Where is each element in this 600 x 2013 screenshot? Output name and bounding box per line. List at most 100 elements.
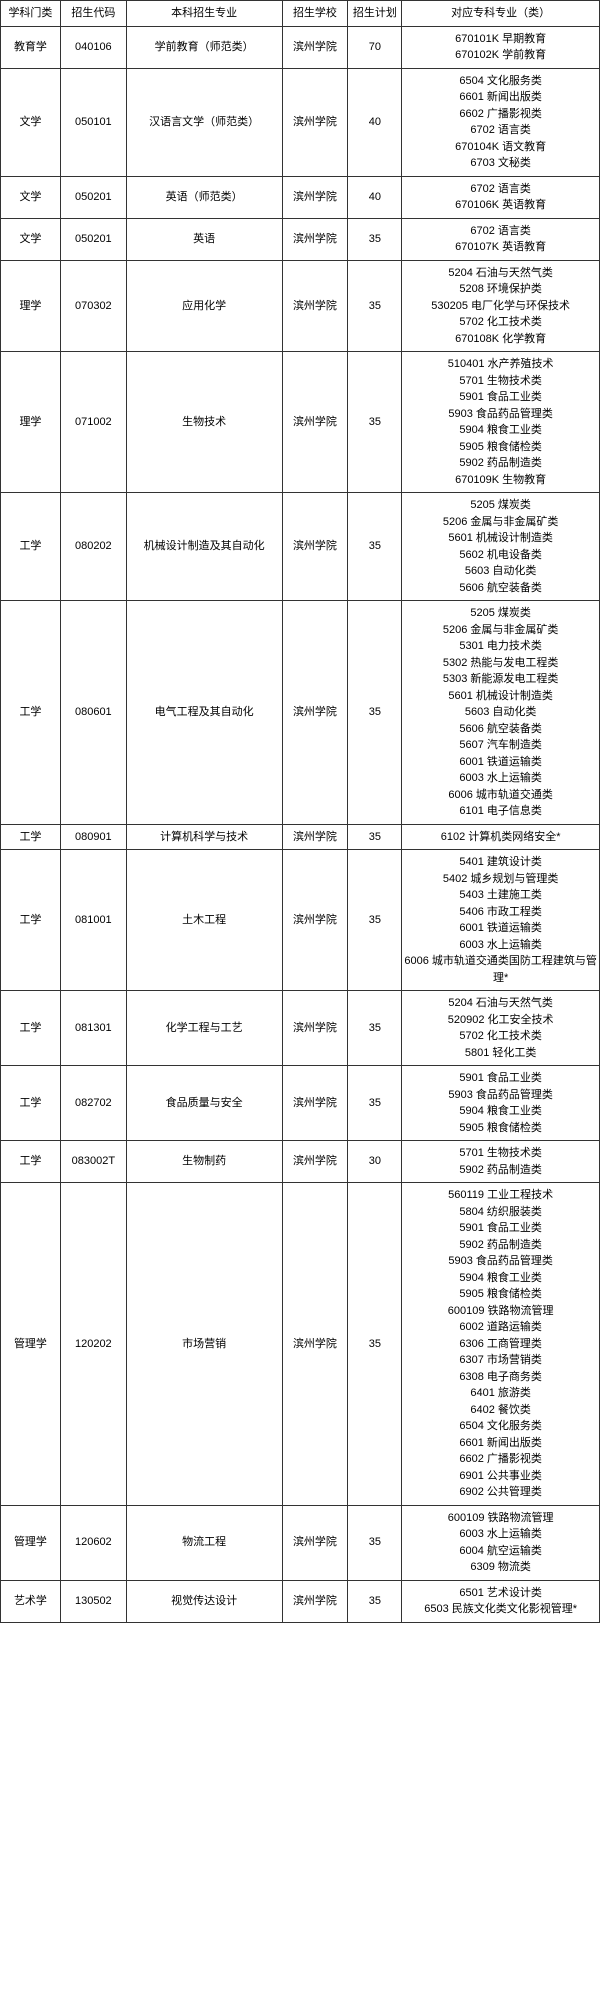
- cell-category: 工学: [1, 493, 61, 601]
- cell-plan: 35: [348, 1580, 402, 1622]
- table-row: 教育学040106学前教育（师范类）滨州学院70670101K 早期教育 670…: [1, 26, 600, 68]
- table-row: 艺术学130502视觉传达设计滨州学院356501 艺术设计类 6503 民族文…: [1, 1580, 600, 1622]
- cell-code: 080601: [60, 601, 126, 825]
- cell-corresponding: 510401 水产养殖技术 5701 生物技术类 5901 食品工业类 5903…: [402, 352, 600, 493]
- cell-category: 教育学: [1, 26, 61, 68]
- cell-code: 120602: [60, 1505, 126, 1580]
- header-category: 学科门类: [1, 1, 61, 27]
- cell-major: 化学工程与工艺: [126, 991, 282, 1066]
- cell-plan: 40: [348, 68, 402, 176]
- cell-plan: 35: [348, 1505, 402, 1580]
- cell-category: 工学: [1, 601, 61, 825]
- table-row: 理学071002生物技术滨州学院35510401 水产养殖技术 5701 生物技…: [1, 352, 600, 493]
- table-row: 文学050201英语（师范类）滨州学院406702 语言类 670106K 英语…: [1, 176, 600, 218]
- cell-code: 083002T: [60, 1141, 126, 1183]
- cell-category: 理学: [1, 352, 61, 493]
- header-school: 招生学校: [282, 1, 348, 27]
- table-row: 工学083002T生物制药滨州学院305701 生物技术类 5902 药品制造类: [1, 1141, 600, 1183]
- table-row: 工学080601电气工程及其自动化滨州学院355205 煤炭类 5206 金属与…: [1, 601, 600, 825]
- cell-major: 英语（师范类）: [126, 176, 282, 218]
- table-row: 理学070302应用化学滨州学院355204 石油与天然气类 5208 环境保护…: [1, 260, 600, 352]
- cell-major: 英语: [126, 218, 282, 260]
- cell-school: 滨州学院: [282, 1141, 348, 1183]
- cell-school: 滨州学院: [282, 824, 348, 850]
- cell-corresponding: 5204 石油与天然气类 5208 环境保护类 530205 电厂化学与环保技术…: [402, 260, 600, 352]
- header-plan: 招生计划: [348, 1, 402, 27]
- cell-corresponding: 560119 工业工程技术 5804 纺织服装类 5901 食品工业类 5902…: [402, 1183, 600, 1506]
- cell-code: 081001: [60, 850, 126, 991]
- cell-code: 040106: [60, 26, 126, 68]
- cell-code: 050201: [60, 218, 126, 260]
- cell-major: 土木工程: [126, 850, 282, 991]
- cell-category: 工学: [1, 1141, 61, 1183]
- cell-plan: 70: [348, 26, 402, 68]
- cell-corresponding: 5901 食品工业类 5903 食品药品管理类 5904 粮食工业类 5905 …: [402, 1066, 600, 1141]
- cell-corresponding: 5205 煤炭类 5206 金属与非金属矿类 5601 机械设计制造类 5602…: [402, 493, 600, 601]
- cell-plan: 35: [348, 1066, 402, 1141]
- table-row: 文学050101汉语言文学（师范类）滨州学院406504 文化服务类 6601 …: [1, 68, 600, 176]
- table-row: 文学050201英语滨州学院356702 语言类 670107K 英语教育: [1, 218, 600, 260]
- cell-school: 滨州学院: [282, 68, 348, 176]
- cell-code: 080202: [60, 493, 126, 601]
- cell-code: 050201: [60, 176, 126, 218]
- cell-code: 080901: [60, 824, 126, 850]
- cell-corresponding: 6702 语言类 670106K 英语教育: [402, 176, 600, 218]
- cell-major: 视觉传达设计: [126, 1580, 282, 1622]
- cell-category: 工学: [1, 824, 61, 850]
- cell-category: 工学: [1, 1066, 61, 1141]
- table-row: 管理学120202市场营销滨州学院35560119 工业工程技术 5804 纺织…: [1, 1183, 600, 1506]
- cell-plan: 35: [348, 991, 402, 1066]
- table-body: 教育学040106学前教育（师范类）滨州学院70670101K 早期教育 670…: [1, 26, 600, 1622]
- cell-school: 滨州学院: [282, 1505, 348, 1580]
- cell-major: 学前教育（师范类）: [126, 26, 282, 68]
- cell-category: 工学: [1, 991, 61, 1066]
- cell-corresponding: 5401 建筑设计类 5402 城乡规划与管理类 5403 土建施工类 5406…: [402, 850, 600, 991]
- cell-code: 050101: [60, 68, 126, 176]
- cell-category: 艺术学: [1, 1580, 61, 1622]
- table-row: 工学081301化学工程与工艺滨州学院355204 石油与天然气类 520902…: [1, 991, 600, 1066]
- cell-major: 生物技术: [126, 352, 282, 493]
- table-row: 工学080202机械设计制造及其自动化滨州学院355205 煤炭类 5206 金…: [1, 493, 600, 601]
- cell-code: 071002: [60, 352, 126, 493]
- cell-plan: 30: [348, 1141, 402, 1183]
- cell-corresponding: 5205 煤炭类 5206 金属与非金属矿类 5301 电力技术类 5302 热…: [402, 601, 600, 825]
- cell-school: 滨州学院: [282, 218, 348, 260]
- cell-plan: 35: [348, 850, 402, 991]
- cell-code: 070302: [60, 260, 126, 352]
- cell-plan: 35: [348, 493, 402, 601]
- cell-corresponding: 6702 语言类 670107K 英语教育: [402, 218, 600, 260]
- cell-category: 管理学: [1, 1505, 61, 1580]
- cell-corresponding: 670101K 早期教育 670102K 学前教育: [402, 26, 600, 68]
- cell-category: 理学: [1, 260, 61, 352]
- cell-school: 滨州学院: [282, 26, 348, 68]
- cell-corresponding: 5701 生物技术类 5902 药品制造类: [402, 1141, 600, 1183]
- cell-school: 滨州学院: [282, 176, 348, 218]
- table-row: 工学080901计算机科学与技术滨州学院356102 计算机类网络安全*: [1, 824, 600, 850]
- cell-major: 应用化学: [126, 260, 282, 352]
- enrollment-table: 学科门类 招生代码 本科招生专业 招生学校 招生计划 对应专科专业（类） 教育学…: [0, 0, 600, 1623]
- table-row: 工学082702食品质量与安全滨州学院355901 食品工业类 5903 食品药…: [1, 1066, 600, 1141]
- cell-category: 文学: [1, 218, 61, 260]
- cell-corresponding: 6504 文化服务类 6601 新闻出版类 6602 广播影视类 6702 语言…: [402, 68, 600, 176]
- cell-corresponding: 6501 艺术设计类 6503 民族文化类文化影视管理*: [402, 1580, 600, 1622]
- header-corresponding: 对应专科专业（类）: [402, 1, 600, 27]
- cell-corresponding: 600109 铁路物流管理 6003 水上运输类 6004 航空运输类 6309…: [402, 1505, 600, 1580]
- cell-major: 汉语言文学（师范类）: [126, 68, 282, 176]
- cell-school: 滨州学院: [282, 493, 348, 601]
- cell-category: 文学: [1, 176, 61, 218]
- cell-plan: 35: [348, 352, 402, 493]
- cell-school: 滨州学院: [282, 850, 348, 991]
- cell-major: 生物制药: [126, 1141, 282, 1183]
- cell-plan: 35: [348, 1183, 402, 1506]
- header-major: 本科招生专业: [126, 1, 282, 27]
- cell-category: 管理学: [1, 1183, 61, 1506]
- cell-major: 电气工程及其自动化: [126, 601, 282, 825]
- cell-major: 物流工程: [126, 1505, 282, 1580]
- cell-major: 市场营销: [126, 1183, 282, 1506]
- cell-corresponding: 5204 石油与天然气类 520902 化工安全技术 5702 化工技术类 58…: [402, 991, 600, 1066]
- cell-plan: 40: [348, 176, 402, 218]
- cell-code: 130502: [60, 1580, 126, 1622]
- cell-school: 滨州学院: [282, 260, 348, 352]
- cell-school: 滨州学院: [282, 352, 348, 493]
- cell-category: 文学: [1, 68, 61, 176]
